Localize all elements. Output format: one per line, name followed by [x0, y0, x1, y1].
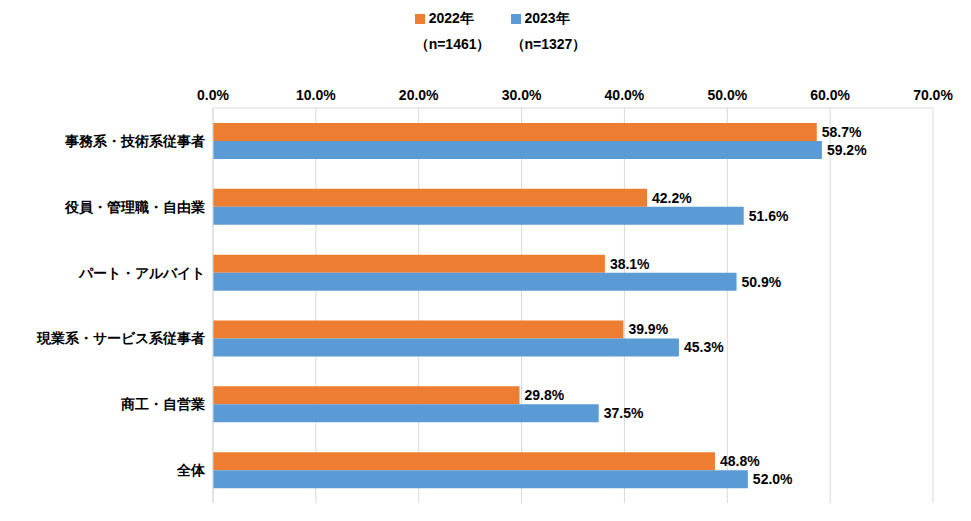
svg-text:70.0%: 70.0%: [913, 87, 953, 103]
html-text:2023年: 2023年: [524, 10, 570, 26]
svg-text:37.5%: 37.5%: [604, 405, 644, 421]
svg-text:42.2%: 42.2%: [652, 190, 692, 206]
svg-text:60.0%: 60.0%: [810, 87, 850, 103]
svg-text:現業系・サービス系従事者: 現業系・サービス系従事者: [36, 330, 205, 346]
html-text:2022年: 2022年: [428, 10, 474, 26]
svg-text:48.8%: 48.8%: [720, 453, 760, 469]
svg-text:事務系・技術系従事者: 事務系・技術系従事者: [64, 133, 205, 149]
html-text:（n=1327）: （n=1327）: [510, 36, 587, 52]
svg-text:商工・自営業: 商工・自営業: [120, 396, 205, 412]
svg-text:59.2%: 59.2%: [827, 142, 867, 158]
svg-text:50.0%: 50.0%: [707, 87, 747, 103]
svg-text:45.3%: 45.3%: [684, 339, 724, 355]
svg-text:10.0%: 10.0%: [296, 87, 336, 103]
svg-text:20.0%: 20.0%: [399, 87, 439, 103]
svg-text:29.8%: 29.8%: [525, 387, 565, 403]
svg-text:パート・アルバイト: パート・アルバイト: [78, 265, 205, 281]
svg-text:51.6%: 51.6%: [749, 208, 789, 224]
svg-text:38.1%: 38.1%: [610, 256, 650, 272]
svg-text:39.9%: 39.9%: [628, 321, 668, 337]
svg-text:全体: 全体: [176, 462, 206, 478]
html-text:（n=1461）: （n=1461）: [414, 36, 491, 52]
svg-text:58.7%: 58.7%: [822, 124, 862, 140]
svg-text:52.0%: 52.0%: [753, 471, 793, 487]
svg-text:役員・管理職・自由業: 役員・管理職・自由業: [64, 199, 205, 215]
svg-text:50.9%: 50.9%: [742, 274, 782, 290]
svg-text:30.0%: 30.0%: [502, 87, 542, 103]
svg-text:40.0%: 40.0%: [605, 87, 645, 103]
svg-text:0.0%: 0.0%: [197, 87, 229, 103]
